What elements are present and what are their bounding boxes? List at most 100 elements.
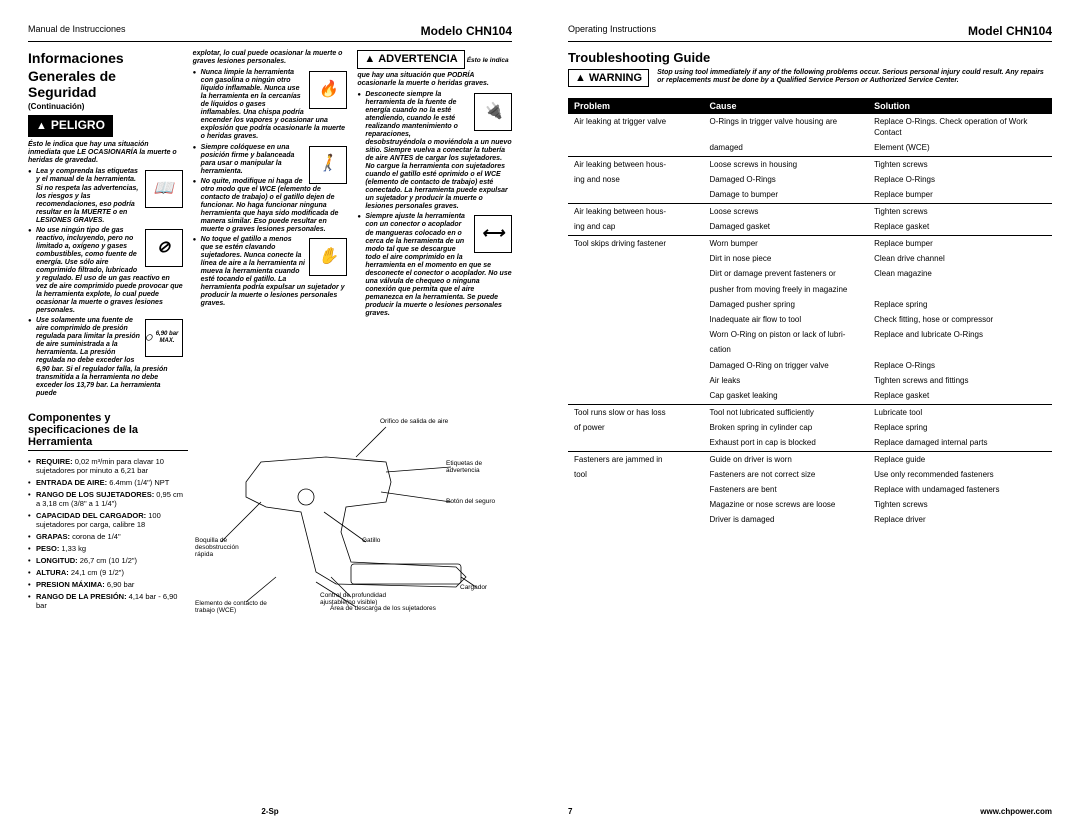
col1: Informaciones Generales de Seguridad (Co…	[28, 50, 183, 400]
table-row: Exhaust port in cap is blockedReplace da…	[568, 435, 1052, 450]
col3-bullets: 🔌Desconecte siempre la herramienta de la…	[357, 91, 512, 318]
table-row: pusher from moving freely in magazine	[568, 282, 1052, 297]
bullet: 📖Lea y comprenda las etiquetas y el manu…	[28, 168, 183, 224]
header-left: Operating Instructions	[568, 24, 656, 38]
gauge-icon: ◯6,90 bar MAX.	[145, 319, 183, 357]
spec-item: ENTRADA DE AIRE: 6.4mm (1/4") NPT	[28, 478, 188, 487]
coupler-icon: ⟷	[474, 215, 512, 253]
specs-section: Componentes y specificaciones de la Herr…	[28, 412, 512, 617]
spec-item: RANGO DE LA PRESIÓN: 4,14 bar - 6,90 bar	[28, 592, 188, 610]
continuation: (Continuación)	[28, 102, 183, 111]
col1-bullets: 📖Lea y comprenda las etiquetas y el manu…	[28, 168, 183, 397]
table-row: Air leaking at trigger valveO-Rings in t…	[568, 114, 1052, 140]
spec-item: CAPACIDAD DEL CARGADOR: 100 sujetadores …	[28, 511, 188, 529]
warning-row: ▲ WARNING Stop using tool immediately if…	[568, 69, 1052, 90]
title2: Generales de Seguridad	[28, 68, 183, 100]
manual-icon: 📖	[145, 170, 183, 208]
title1: Informaciones	[28, 50, 183, 66]
specs-title: Componentes y specificaciones de la Herr…	[28, 412, 188, 451]
th-cause: Cause	[704, 98, 869, 114]
page-num: 7	[568, 807, 572, 816]
table-row: ing and capDamaged gasketReplace gasket	[568, 219, 1052, 234]
table-row: Air leaking between hous-Loose screws in…	[568, 157, 1052, 173]
table-row: Worn O-Ring on piston or lack of lubri-R…	[568, 327, 1052, 342]
callout: Etiquetas de advertencia	[446, 460, 512, 474]
warning-box: ▲ WARNING	[568, 69, 649, 87]
callout: Control de profundidad ajustable(no visi…	[320, 592, 410, 606]
table-row: Cap gasket leakingReplace gasket	[568, 388, 1052, 403]
troubleshooting-table: Problem Cause Solution Air leaking at tr…	[568, 98, 1052, 528]
header-model: Modelo CHN104	[421, 24, 512, 38]
bullet: No quite, modifique ni haga de otro modo…	[193, 178, 348, 234]
bullet: 🚶Siempre colóquese en una posición firme…	[193, 144, 348, 176]
header-left: Manual de Instrucciones	[28, 24, 126, 38]
table-row: Inadequate air flow to toolCheck fitting…	[568, 312, 1052, 327]
callout: Boquilla de desobstrucción rápida	[195, 537, 255, 558]
header-model: Model CHN104	[968, 24, 1052, 38]
table-row: Driver is damagedReplace driver	[568, 512, 1052, 527]
table-row: toolFasteners are not correct sizeUse on…	[568, 467, 1052, 482]
warning-text: Stop using tool immediately if any of th…	[657, 69, 1052, 90]
table-row: Tool skips driving fastenerWorn bumperRe…	[568, 236, 1052, 252]
table-row: Tool runs slow or has lossTool not lubri…	[568, 404, 1052, 420]
bullet: 🔌Desconecte siempre la herramienta de la…	[357, 91, 512, 212]
table-row: of powerBroken spring in cylinder capRep…	[568, 420, 1052, 435]
left-page: Manual de Instrucciones Modelo CHN104 In…	[0, 0, 540, 834]
callout: Cargador	[460, 584, 487, 591]
table-row: ing and noseDamaged O-RingsReplace O-Rin…	[568, 172, 1052, 187]
spec-item: LONGITUD: 26,7 cm (10 1/2")	[28, 556, 188, 565]
diagram: Orifico de salida de aire Etiquetas de a…	[200, 412, 512, 617]
spec-item: RANGO DE LOS SUJETADORES: 0,95 cm a 3,18…	[28, 490, 188, 508]
footer-url: www.chpower.com	[980, 807, 1052, 816]
bullet: ⊘No use ningún tipo de gas reactivo, inc…	[28, 227, 183, 316]
table-row: Damage to bumperReplace bumper	[568, 187, 1052, 202]
bullet: ◯6,90 bar MAX.Use solamente una fuente d…	[28, 317, 183, 397]
right-page: Operating Instructions Model CHN104 Trou…	[540, 0, 1080, 834]
table-row: Dirt or damage prevent fasteners orClean…	[568, 266, 1052, 281]
page-header: Manual de Instrucciones Modelo CHN104	[28, 24, 512, 42]
table-row: Damaged O-Ring on trigger valveReplace O…	[568, 358, 1052, 373]
columns: Informaciones Generales de Seguridad (Co…	[28, 50, 512, 400]
table-row: Fasteners are bentReplace with undamaged…	[568, 482, 1052, 497]
bullet: ⟷Siempre ajuste la herramienta con un co…	[357, 213, 512, 318]
col2-bullets: 🔥Nunca limpie la herramienta con gasolin…	[193, 69, 348, 308]
warning-note: Ésto le indica	[467, 57, 509, 64]
table-row: Air leaking between hous-Loose screwsTig…	[568, 204, 1052, 220]
trigger-icon: ✋	[309, 238, 347, 276]
table-row: Air leaksTighten screws and fittings	[568, 373, 1052, 388]
fire-icon: 🔥	[309, 71, 347, 109]
ts-title: Troubleshooting Guide	[568, 50, 1052, 65]
disconnect-icon: 🔌	[474, 93, 512, 131]
callout: Gatillo	[362, 537, 380, 544]
warning-triangle-icon: ▲	[575, 72, 586, 84]
warning-label: WARNING	[589, 72, 642, 84]
col2: explotar, lo cual puede ocasionar la mue…	[193, 50, 348, 400]
warning-triangle-icon: ▲	[36, 120, 47, 133]
warning-intro: que hay una situación que PODRÍA ocasion…	[357, 72, 512, 88]
col3: ▲ ADVERTENCIA Ésto le indica que hay una…	[357, 50, 512, 400]
tool-diagram	[200, 412, 512, 612]
table-header-row: Problem Cause Solution	[568, 98, 1052, 114]
th-problem: Problem	[568, 98, 704, 114]
danger-intro: Ésto le indica que hay una situación inm…	[28, 141, 183, 165]
danger-label: PELIGRO	[51, 119, 105, 133]
callout: Orifico de salida de aire	[380, 418, 448, 425]
warning-triangle-icon: ▲	[364, 53, 375, 66]
callout: Elemento de contacto de trabajo (WCE)	[195, 600, 285, 614]
spec-item: PRESION MÁXIMA: 6,90 bar	[28, 580, 188, 589]
spec-item: REQUIRE: 0,02 m³/min para clavar 10 suje…	[28, 457, 188, 475]
page-header: Operating Instructions Model CHN104	[568, 24, 1052, 42]
danger-box: ▲ PELIGRO	[28, 115, 113, 137]
table-row: cation	[568, 342, 1052, 357]
specs-list: REQUIRE: 0,02 m³/min para clavar 10 suje…	[28, 457, 188, 610]
warning-box: ▲ ADVERTENCIA	[357, 50, 464, 69]
warning-label: ADVERTENCIA	[378, 53, 457, 66]
table-row: Damaged pusher springReplace spring	[568, 297, 1052, 312]
table-row: Dirt in nose pieceClean drive channel	[568, 251, 1052, 266]
specs-col: Componentes y specificaciones de la Herr…	[28, 412, 188, 617]
table-row: damagedElement (WCE)	[568, 140, 1052, 155]
spec-item: ALTURA: 24,1 cm (9 1/2")	[28, 568, 188, 577]
spec-item: PESO: 1,33 kg	[28, 544, 188, 553]
col2-top: explotar, lo cual puede ocasionar la mue…	[193, 50, 348, 66]
spec-item: GRAPAS: corona de 1/4"	[28, 532, 188, 541]
